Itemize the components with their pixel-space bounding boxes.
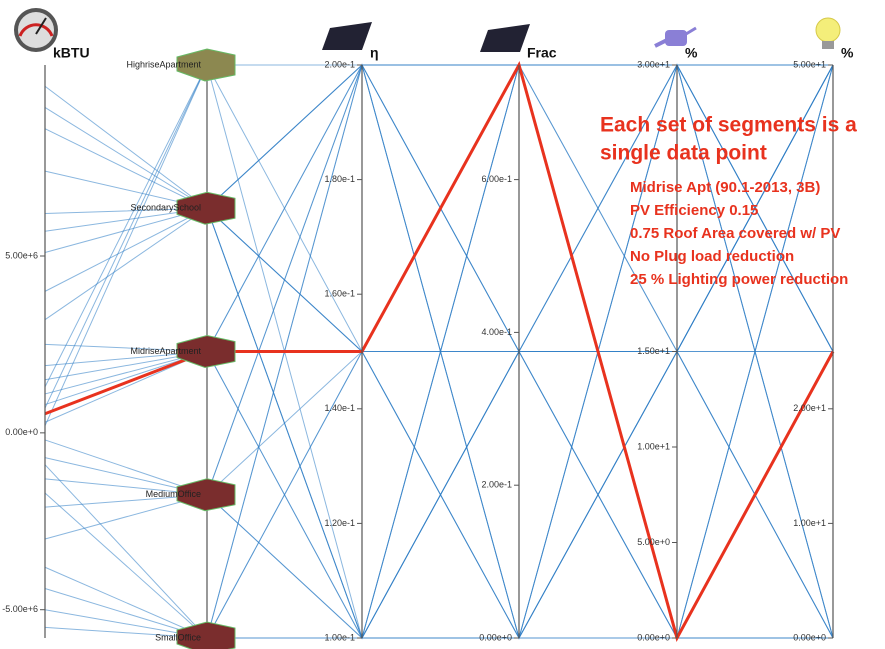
- tick-label: 1.00e+1: [793, 518, 826, 528]
- tick-label: 2.00e+1: [793, 403, 826, 413]
- tick-label: 2.00e-1: [481, 480, 512, 490]
- tick-label: 1.40e-1: [324, 403, 355, 413]
- annotation-heading: single data point: [600, 142, 767, 165]
- solar-icon: [322, 22, 372, 50]
- bulb-icon: [815, 17, 841, 49]
- axis-title: %: [685, 45, 698, 61]
- building-icon: [176, 334, 236, 369]
- axis-title: Frac: [527, 45, 557, 61]
- annotation-detail: 0.75 Roof Area covered w/ PV: [630, 225, 840, 242]
- record-line: [44, 64, 834, 640]
- annotation-detail: Midrise Apt (90.1-2013, 3B): [630, 179, 820, 196]
- tick-label: 1.00e+1: [637, 441, 670, 451]
- building-icon: [176, 48, 236, 82]
- tick-label: 0.00e+0: [793, 632, 826, 642]
- tick-label: 2.00e-1: [324, 59, 355, 69]
- tick-label: 6.00e-1: [481, 174, 512, 184]
- plug-icon: [654, 26, 697, 48]
- building-icon: [176, 191, 236, 225]
- tick-label: 1.80e-1: [324, 174, 355, 184]
- tick-label: 0.00e+0: [5, 427, 38, 437]
- annotation-detail: No Plug load reduction: [630, 248, 794, 265]
- gauge-icon: [14, 8, 58, 52]
- axis-title: %: [841, 45, 854, 61]
- record-line: [44, 64, 834, 640]
- axis-title: η: [370, 45, 379, 61]
- tick-label: 1.60e-1: [324, 289, 355, 299]
- axis-title: kBTU: [53, 45, 90, 61]
- annotation-heading: Each set of segments is a: [600, 114, 857, 137]
- solar-icon: [480, 24, 530, 52]
- tick-label: 1.50e+1: [637, 346, 670, 356]
- category-label: MidriseApartment: [130, 346, 201, 356]
- category-label: SmallOffice: [155, 632, 201, 642]
- tick-label: 5.00e+0: [637, 537, 670, 547]
- annotation-detail: PV Efficiency 0.15: [630, 202, 758, 219]
- annotation-detail: 25 % Lighting power reduction: [630, 271, 848, 288]
- highlight-line: [44, 61, 835, 642]
- tick-label: 1.00e-1: [324, 632, 355, 642]
- category-label: MediumOffice: [146, 489, 201, 499]
- category-label: SecondarySchool: [130, 203, 201, 213]
- tick-label: 3.00e+1: [637, 59, 670, 69]
- tick-label: 1.20e-1: [324, 518, 355, 528]
- building-icon: [176, 478, 236, 512]
- tick-label: 5.00e+6: [5, 250, 38, 260]
- tick-label: 4.00e-1: [481, 327, 512, 337]
- category-label: HighriseApartment: [126, 59, 201, 69]
- tick-label: -5.00e+6: [2, 604, 38, 614]
- tick-label: 5.00e+1: [793, 59, 826, 69]
- building-icon: [176, 621, 236, 649]
- tick-label: 0.00e+0: [479, 632, 512, 642]
- tick-label: 0.00e+0: [637, 632, 670, 642]
